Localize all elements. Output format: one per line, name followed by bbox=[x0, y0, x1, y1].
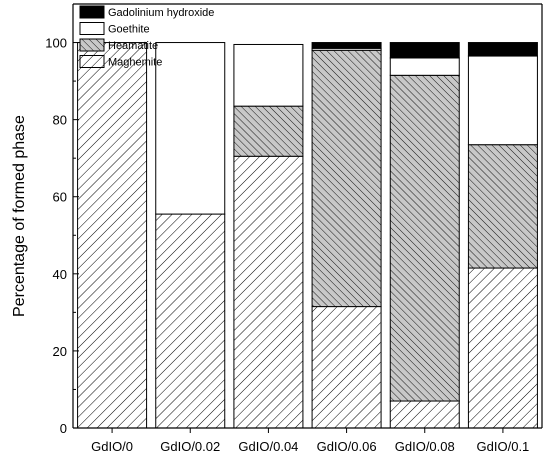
bar-segment-maghemite bbox=[311, 306, 382, 429]
legend-swatch-goethite bbox=[79, 22, 105, 35]
legend-label-maghemite: Maghemite bbox=[108, 57, 162, 69]
bar-segment-heamatite bbox=[467, 144, 538, 269]
x-tick-label: GdIO/0.08 bbox=[395, 439, 455, 454]
x-tick-label: GdIO/0.1 bbox=[477, 439, 530, 454]
x-tick-label: GdIO/0.04 bbox=[238, 439, 298, 454]
legend-label-gadolinium-hydroxide: Gadolinium hydroxide bbox=[108, 7, 214, 19]
legend-label-goethite: Goethite bbox=[108, 24, 150, 36]
y-tick-label: 20 bbox=[53, 344, 67, 359]
legend-swatch-gadolinium-hydroxide bbox=[79, 5, 105, 19]
x-tick-label: GdIO/0.06 bbox=[317, 439, 377, 454]
bar-segment-maghemite bbox=[77, 42, 148, 429]
y-tick-label: 100 bbox=[45, 36, 67, 51]
bar-segment-gadolinium-hydroxide bbox=[311, 42, 382, 49]
y-tick-label: 60 bbox=[53, 190, 67, 205]
y-axis-label: Percentage of formed phase bbox=[11, 115, 28, 317]
legend-swatch-maghemite bbox=[79, 55, 105, 68]
bar-segment-maghemite bbox=[155, 213, 226, 429]
bar-segment-maghemite bbox=[467, 267, 538, 429]
bar-segment-maghemite bbox=[389, 400, 460, 429]
y-tick-label: 40 bbox=[53, 267, 67, 282]
bar-segment-heamatite bbox=[311, 49, 382, 308]
bar-segment-goethite bbox=[233, 43, 304, 107]
bar-segment-heamatite bbox=[389, 74, 460, 402]
x-tick-label: GdIO/0 bbox=[91, 439, 133, 454]
bar-segment-goethite bbox=[155, 42, 226, 215]
bar-segment-goethite bbox=[467, 55, 538, 146]
bar-segment-goethite bbox=[389, 57, 460, 76]
bar-segment-gadolinium-hydroxide bbox=[389, 42, 460, 59]
bar-segment-gadolinium-hydroxide bbox=[467, 42, 538, 57]
bar-segment-maghemite bbox=[233, 155, 304, 429]
y-tick-label: 0 bbox=[60, 421, 67, 436]
legend-label-heamatite: Heamatite bbox=[108, 40, 158, 52]
legend-swatch-heamatite bbox=[79, 38, 105, 52]
y-tick-label: 80 bbox=[53, 113, 67, 128]
bar-segment-heamatite bbox=[233, 105, 304, 157]
x-tick-label: GdIO/0.02 bbox=[160, 439, 220, 454]
